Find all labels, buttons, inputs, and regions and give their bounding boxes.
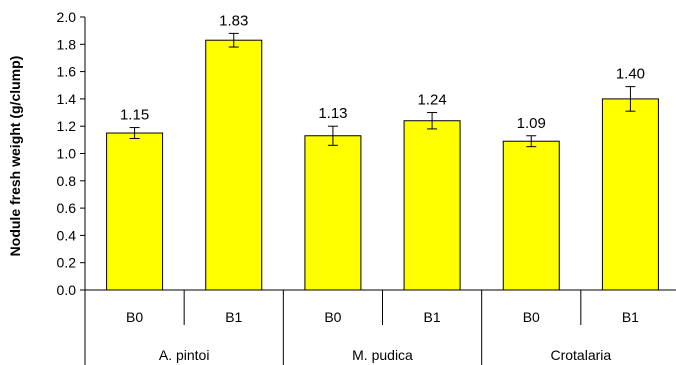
y-tick-label: 0.2 xyxy=(57,255,77,271)
error-bar-1 xyxy=(228,32,239,48)
bar-1 xyxy=(205,39,263,291)
error-bar-2 xyxy=(327,125,338,146)
y-tick-label: 0.6 xyxy=(57,200,77,216)
y-tick-label: 1.2 xyxy=(57,118,77,134)
value-label-2: 1.13 xyxy=(318,105,347,122)
value-label-4: 1.09 xyxy=(517,115,546,132)
bar-2 xyxy=(304,135,362,291)
bar-5 xyxy=(601,98,659,291)
value-label-1: 1.83 xyxy=(219,12,248,29)
group-label-1: M. pudica xyxy=(352,347,413,363)
y-tick-label: 0.4 xyxy=(57,227,77,243)
y-tick-label: 1.0 xyxy=(57,146,77,162)
category-label-4: B0 xyxy=(523,309,540,325)
y-tick-label: 1.6 xyxy=(57,64,77,80)
category-label-0: B0 xyxy=(126,309,143,325)
y-tick-label: 2.0 xyxy=(57,9,77,25)
error-bar-3 xyxy=(427,112,438,130)
error-bar-4 xyxy=(526,135,537,148)
value-label-5: 1.40 xyxy=(616,66,645,83)
category-label-3: B1 xyxy=(424,309,441,325)
y-tick-label: 1.8 xyxy=(57,36,77,52)
category-label-1: B1 xyxy=(225,309,242,325)
value-label-3: 1.24 xyxy=(417,92,446,109)
category-label-5: B1 xyxy=(622,309,639,325)
error-bar-5 xyxy=(625,86,636,112)
y-tick-label: 0.0 xyxy=(57,282,77,298)
bar-4 xyxy=(502,140,560,291)
y-tick-label: 1.4 xyxy=(57,91,77,107)
value-label-0: 1.15 xyxy=(120,107,149,124)
group-label-2: Crotalaria xyxy=(550,347,611,363)
y-axis-label: Nodule fresh weight (g/clump) xyxy=(7,56,23,257)
y-tick-label: 0.8 xyxy=(57,173,77,189)
bar-3 xyxy=(403,120,461,291)
bar-0 xyxy=(106,132,164,291)
error-bar-0 xyxy=(129,127,140,139)
group-label-0: A. pintoi xyxy=(159,347,210,363)
category-label-2: B0 xyxy=(324,309,341,325)
